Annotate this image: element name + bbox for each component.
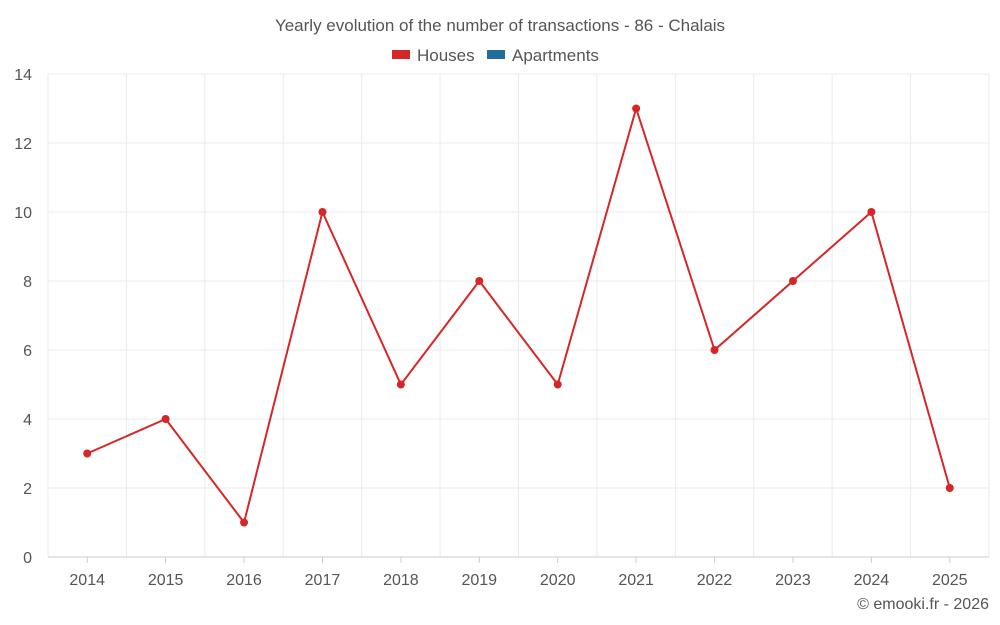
data-point-houses[interactable] bbox=[83, 449, 92, 458]
legend: Houses Apartments bbox=[392, 46, 599, 65]
x-tick-label: 2024 bbox=[854, 572, 890, 589]
x-tick-label: 2019 bbox=[461, 572, 497, 589]
data-point-houses[interactable] bbox=[632, 104, 641, 113]
data-point-houses[interactable] bbox=[396, 380, 405, 389]
gridlines bbox=[47, 73, 990, 557]
y-tick-label: 6 bbox=[23, 343, 32, 360]
data-point-houses[interactable] bbox=[710, 346, 719, 354]
data-point-houses[interactable] bbox=[867, 208, 876, 216]
x-tick-label: 2014 bbox=[69, 572, 105, 589]
legend-label-houses[interactable]: Houses bbox=[417, 46, 475, 65]
y-tick-label: 8 bbox=[23, 274, 32, 291]
x-tick-label: 2021 bbox=[618, 572, 654, 589]
series-group bbox=[83, 104, 954, 527]
x-tick-label: 2020 bbox=[540, 572, 576, 589]
data-point-houses[interactable] bbox=[788, 277, 797, 285]
y-tick-label: 12 bbox=[14, 136, 32, 153]
x-tick-label: 2017 bbox=[305, 572, 341, 589]
series-line-houses bbox=[86, 107, 951, 524]
x-tick-label: 2023 bbox=[775, 572, 811, 589]
legend-swatch-houses bbox=[392, 50, 410, 59]
x-tick-label: 2025 bbox=[932, 572, 968, 589]
data-point-houses[interactable] bbox=[475, 277, 484, 285]
y-tick-label: 4 bbox=[23, 412, 32, 429]
y-tick-label: 14 bbox=[14, 67, 32, 84]
legend-label-apartments[interactable]: Apartments bbox=[512, 46, 599, 65]
x-tick-label: 2015 bbox=[148, 572, 184, 589]
x-tick-label: 2016 bbox=[226, 572, 262, 589]
credit-text: © emooki.fr - 2026 bbox=[857, 596, 989, 613]
y-axis-ticks: 0 2 4 6 8 10 12 14 bbox=[14, 67, 32, 567]
data-point-houses[interactable] bbox=[318, 208, 327, 216]
y-tick-label: 10 bbox=[14, 205, 32, 222]
x-axis-ticks: 2014 2015 2016 2017 2018 2019 2020 2021 2022 2023… bbox=[69, 557, 968, 589]
data-point-houses[interactable] bbox=[240, 518, 249, 527]
x-tick-label: 2022 bbox=[697, 572, 733, 589]
data-point-houses[interactable] bbox=[945, 484, 954, 492]
chart-title: Yearly evolution of the number of transa… bbox=[275, 16, 725, 35]
x-tick-label: 2018 bbox=[383, 572, 419, 589]
y-tick-label: 0 bbox=[23, 550, 32, 567]
data-point-houses[interactable] bbox=[553, 380, 562, 389]
y-tick-label: 2 bbox=[23, 481, 32, 498]
data-point-houses[interactable] bbox=[161, 415, 170, 423]
legend-swatch-apartments bbox=[487, 50, 505, 59]
